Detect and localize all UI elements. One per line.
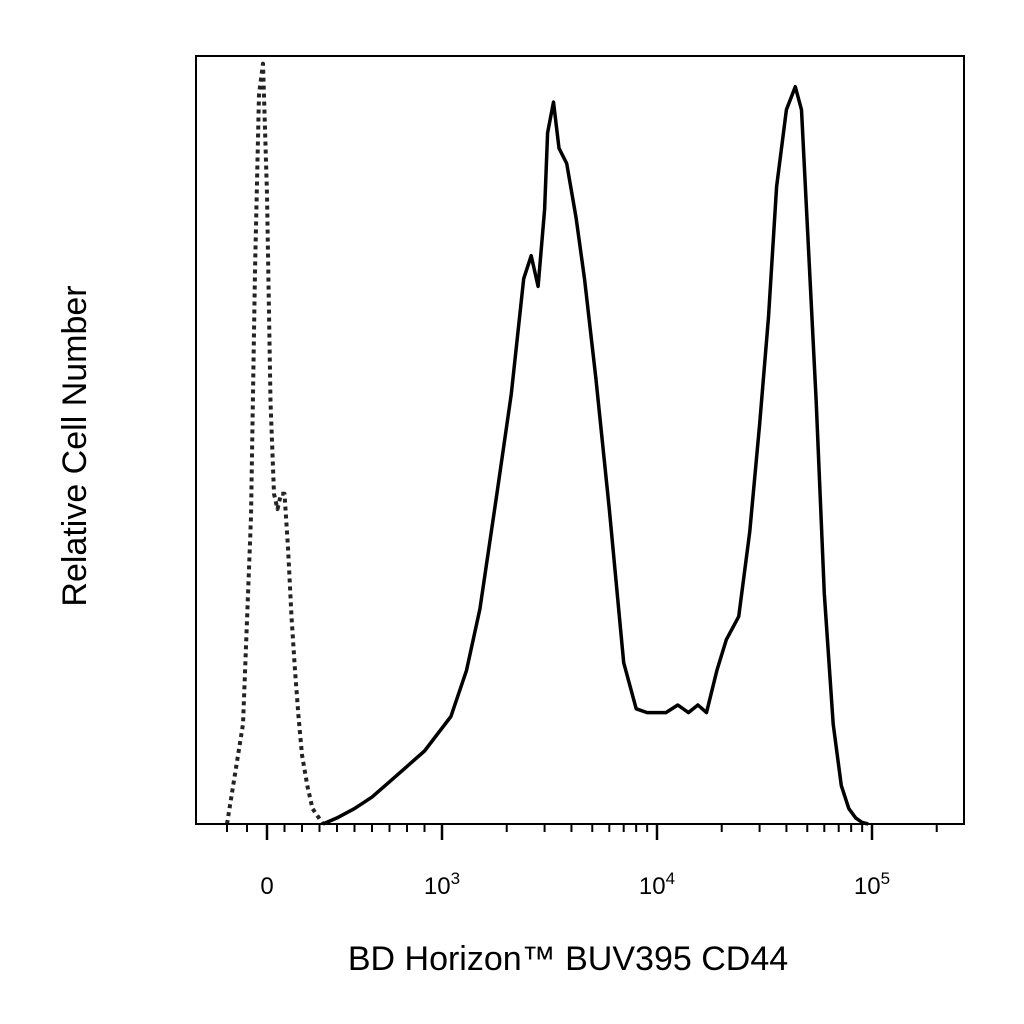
x-axis-tick-labels: 0 103 104 105 (260, 869, 890, 900)
x-tick-label: 104 (639, 869, 675, 900)
x-tick-label: 103 (424, 869, 460, 900)
x-axis-title: BD Horizon™ BUV395 CD44 (348, 940, 788, 978)
x-axis-ticks (226, 824, 938, 840)
plot-frame (195, 55, 965, 825)
series-line-2 (322, 84, 869, 826)
x-tick-label: 0 (260, 873, 273, 900)
x-tick-label: 105 (854, 869, 890, 900)
y-axis-title: Relative Cell Number (56, 285, 94, 606)
